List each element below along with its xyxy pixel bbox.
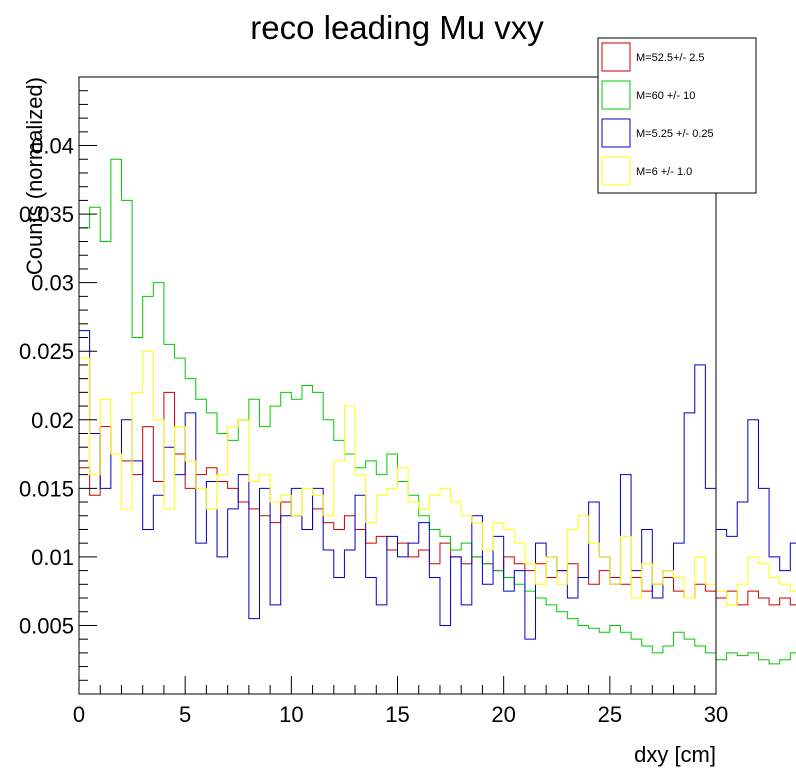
x-axis: 0 5 10 15 20 25 30 <box>73 676 728 727</box>
legend-label-1: M=52.5+/- 2.5 <box>636 52 705 64</box>
legend-label-3: M=5.25 +/- 0.25 <box>636 128 714 140</box>
y-tick-label: 0.035 <box>19 202 74 227</box>
x-tick-label: 20 <box>491 702 515 727</box>
chart-title: reco leading Mu vxy <box>250 9 544 46</box>
legend-label-4: M=6 +/- 1.0 <box>636 166 692 178</box>
y-tick-label: 0.005 <box>19 613 74 638</box>
legend-label-2: M=60 +/- 10 <box>636 90 695 102</box>
x-tick-label: 15 <box>385 702 409 727</box>
legend: M=52.5+/- 2.5 M=60 +/- 10 M=5.25 +/- 0.25 M… <box>597 37 757 194</box>
legend-box <box>597 37 757 194</box>
x-tick-label: 0 <box>73 702 85 727</box>
x-axis-label: dxy [cm] <box>634 742 716 767</box>
series-line-4 <box>79 350 796 606</box>
x-tick-label: 30 <box>704 702 728 727</box>
y-tick-label: 0.01 <box>31 545 74 570</box>
series-line-3 <box>79 330 796 640</box>
y-tick-label: 0.04 <box>31 134 74 159</box>
legend-swatch-3 <box>601 118 631 148</box>
x-tick-label: 10 <box>279 702 303 727</box>
y-tick-label: 0.015 <box>19 476 74 501</box>
legend-swatch-2 <box>601 80 631 110</box>
y-axis-label: Counts (normalized) <box>22 77 47 275</box>
y-tick-label: 0.03 <box>31 271 74 296</box>
y-axis: 0.005 0.01 0.015 0.02 0.025 0.03 0.035 0.04 <box>19 90 97 681</box>
y-tick-label: 0.025 <box>19 339 74 364</box>
legend-swatch-1 <box>601 42 631 72</box>
x-tick-label: 5 <box>179 702 191 727</box>
x-tick-label: 25 <box>598 702 622 727</box>
legend-swatch-4 <box>601 156 631 186</box>
y-tick-label: 0.02 <box>31 408 74 433</box>
plot-area <box>79 158 796 665</box>
series-line-2 <box>79 158 796 665</box>
